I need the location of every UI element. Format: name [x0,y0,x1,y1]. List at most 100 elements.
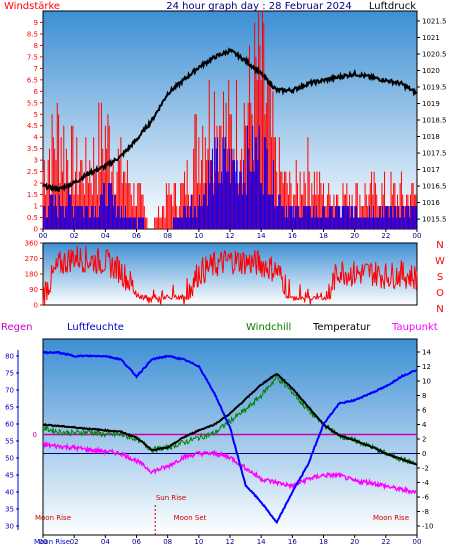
wind-tick-label: 4.5 [27,122,38,130]
wind-tick-label: 3 [34,157,38,165]
wind-tick-label: 5.5 [27,99,38,107]
x-tick-label: 06 [132,232,141,240]
x-tick-label: 00 [39,232,48,240]
pressure-tick-label: 1021 [422,34,440,42]
x-tick-label: 08 [163,232,172,240]
dir-tick-label: 270 [25,255,38,263]
x-tick-label: 04 [101,538,110,546]
wind-tick-label: 4 [34,134,39,142]
humidity-tick-label: 65 [5,404,14,412]
x-tick-label: 12 [226,232,235,240]
x-tick-label: 22 [381,538,390,546]
humidity-tick-label: 30 [5,523,14,531]
dir-tick-label: 360 [25,240,38,248]
wind-tick-label: 9 [34,19,38,27]
x-tick-label: 20 [350,538,359,546]
temp-tick-label: 8 [422,392,426,400]
series-panel2 [42,245,418,306]
x-tick-label: 18 [319,538,328,546]
x-tick-label: 04 [101,232,110,240]
moon-rise-right-label: Moon Rise [373,514,409,522]
temp-tick-label: 6 [422,407,427,415]
header-regen: Regen [1,322,33,333]
x-tick-label: 16 [288,232,297,240]
pressure-tick-label: 1018 [422,133,440,141]
pressure-tick-label: 1016.5 [422,183,447,191]
compass-letter: N [436,240,443,251]
humidity-tick-label: 80 [5,353,14,361]
temp-tick-label: 10 [422,378,431,386]
windchill-line [42,375,418,465]
humidity-tick-label: 75 [5,370,14,378]
wind-tick-label: 3.5 [27,145,38,153]
pressure-tick-label: 1019.5 [422,83,447,91]
x-tick-label: 02 [70,538,79,546]
panel-temp-humidity-bg [42,338,418,536]
sun-rise-label: Sun Rise [156,494,186,502]
pressure-tick-label: 1021.5 [422,17,447,25]
x-tick-label: 10 [194,232,203,240]
humidity-tick-label: 50 [5,455,14,463]
series-panel3 [42,350,418,525]
wind-tick-label: 6.5 [27,76,38,84]
header-windchill: Windchill [246,322,291,333]
temp-tick-label: 12 [422,363,431,371]
wind-tick-label: 7 [34,65,38,73]
series-panel1 [42,11,418,229]
x-tick-label: 20 [350,232,359,240]
pressure-tick-label: 1016 [422,199,440,207]
wind-tick-label: 6 [34,88,39,96]
x-tick-label: 02 [70,232,79,240]
dir-tick-label: 90 [29,286,38,294]
x-tick-label: 16 [288,538,297,546]
pressure-tick-label: 1020 [422,67,440,75]
event-labels: Sun Rise Moon Rise Moon Set Moon Rise Mo… [34,494,409,546]
pressure-tick-label: 1019 [422,100,440,108]
moon-rise-bottom-label: Moon Rise [34,538,70,546]
x-tick-label: 06 [132,538,141,546]
compass-letter: N [436,304,443,315]
humidity-tick-label: 40 [5,489,14,497]
pressure-line [42,47,418,193]
wind-tick-label: 0.5 [27,214,38,222]
header-luftfeuchte: Luftfeuchte [67,322,124,333]
temp-tick-label: 2 [422,436,426,444]
x-tick-label: 14 [257,232,266,240]
humidity-tick-label: 35 [5,506,14,514]
compass-letter: W [435,256,445,267]
humidity-tick-label: 45 [5,472,14,480]
temperature-line [42,372,418,466]
wind-tick-label: 8 [34,42,38,50]
wind-tick-label: 5 [34,111,38,119]
dir-tick-label: 180 [25,271,38,279]
wind-tick-label: 7.5 [27,53,38,61]
moon-rise-left-label: Moon Rise [35,514,71,522]
temp-tick-label: -6 [422,494,430,502]
x-tick-label: 22 [381,232,390,240]
x-tick-label: 18 [319,232,328,240]
x-tick-label: 10 [194,538,203,546]
wind-tick-label: 8.5 [27,30,38,38]
temp-tick-label: -8 [422,508,429,516]
header-right: Luftdruck [369,1,416,12]
temp-tick-label: 4 [422,421,427,429]
x-tick-label: 08 [163,538,172,546]
compass-letter: O [436,288,444,299]
wind-tick-label: 1 [34,203,38,211]
dewpoint-line [42,440,418,496]
axes-panel1: 00.511.522.533.544.555.566.577.588.59101… [27,17,447,240]
pressure-tick-label: 1017.5 [422,150,447,158]
wind-tick-label: 2.5 [27,168,38,176]
pressure-tick-label: 1020.5 [422,50,447,58]
temp-tick-label: -10 [422,523,433,531]
winddir-line [42,245,418,306]
temp-tick-label: -4 [422,479,430,487]
humidity-tick-label: 55 [5,438,14,446]
wind-tick-label: 1.5 [27,191,38,199]
panel-winddir-bg [42,242,418,306]
x-tick-label: 00 [413,232,422,240]
humidity-line [42,350,418,525]
pressure-tick-label: 1017 [422,166,440,174]
